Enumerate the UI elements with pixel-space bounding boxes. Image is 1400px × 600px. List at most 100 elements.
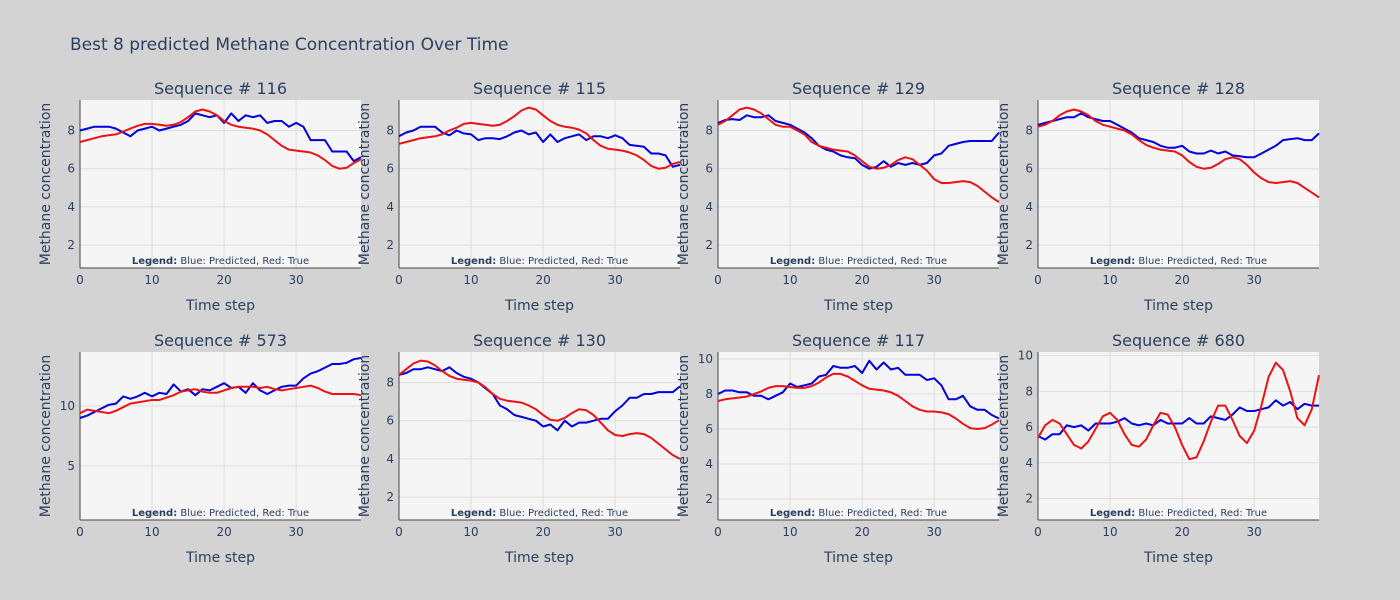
x-tick-label: 0: [714, 273, 722, 287]
y-tick-label: 8: [386, 376, 394, 390]
y-tick-label: 2: [705, 238, 713, 252]
plot-area: [718, 100, 999, 268]
x-tick-label: 10: [463, 525, 478, 539]
x-tick-label: 30: [608, 273, 623, 287]
series-line-true: [398, 359, 681, 460]
y-tick-label: 8: [1025, 124, 1033, 138]
x-axis-title: Time step: [185, 550, 255, 566]
x-tick-label: 10: [782, 273, 797, 287]
x-tick-label: 10: [144, 273, 159, 287]
x-tick-label: 20: [854, 273, 869, 287]
y-axis-title: Methane concentration: [357, 103, 373, 266]
x-axis-title: Time step: [1143, 298, 1213, 314]
x-tick-label: 30: [1247, 525, 1262, 539]
x-tick-label: 30: [608, 525, 623, 539]
x-axis-title: Time step: [185, 298, 255, 314]
series-line-predicted: [717, 359, 1000, 420]
x-axis-title: Time step: [504, 550, 574, 566]
x-tick-label: 10: [782, 525, 797, 539]
series-line-true: [1037, 361, 1320, 461]
x-tick-label: 20: [1174, 273, 1189, 287]
x-tick-label: 0: [76, 525, 84, 539]
subplot-title: Sequence # 573: [154, 331, 287, 350]
x-tick-label: 0: [1034, 525, 1042, 539]
series-line-true: [79, 108, 362, 170]
subplot-title: Sequence # 128: [1112, 79, 1245, 98]
subplot-title: Sequence # 680: [1112, 331, 1245, 350]
y-tick-label: 5: [67, 459, 75, 473]
legend-annotation-bold: Legend:: [132, 508, 177, 519]
subplot-title: Sequence # 130: [473, 331, 606, 350]
y-tick-label: 10: [60, 399, 75, 413]
x-tick-label: 20: [535, 273, 550, 287]
y-tick-label: 6: [705, 162, 713, 176]
y-axis-title: Methane concentration: [38, 103, 54, 266]
y-tick-label: 8: [1025, 384, 1033, 398]
series-line-true: [398, 106, 681, 170]
subplot-3: 0 10 20 30 2 4 6 8 Sequence # 129 Time step Methan…: [676, 79, 1000, 314]
legend-annotation-bold: Legend:: [1090, 508, 1135, 519]
y-tick-label: 4: [386, 452, 394, 466]
subplot-title: Sequence # 116: [154, 79, 287, 98]
legend-annotation-text: Blue: Predicted, Red: True: [1135, 508, 1267, 519]
legend-annotation-text: Blue: Predicted, Red: True: [496, 508, 628, 519]
legend-annotation-bold: Legend:: [132, 256, 177, 267]
y-tick-label: 2: [67, 238, 75, 252]
y-axis-title: Methane concentration: [38, 355, 54, 518]
x-tick-label: 20: [535, 525, 550, 539]
subplot-title: Sequence # 115: [473, 79, 606, 98]
plot-area: [1038, 100, 1319, 268]
legend-annotation-bold: Legend:: [451, 256, 496, 267]
x-axis-title: Time step: [1143, 550, 1213, 566]
y-axis-title: Methane concentration: [676, 103, 692, 266]
legend-annotation: Legend: Blue: Predicted, Red: True: [770, 508, 947, 519]
x-tick-label: 30: [927, 273, 942, 287]
x-axis-title: Time step: [823, 550, 893, 566]
x-tick-label: 20: [854, 525, 869, 539]
y-tick-label: 4: [705, 457, 713, 471]
y-tick-label: 6: [1025, 162, 1033, 176]
y-tick-label: 4: [386, 200, 394, 214]
subplot-title: Sequence # 117: [792, 331, 925, 350]
legend-annotation-bold: Legend:: [770, 508, 815, 519]
legend-annotation-text: Blue: Predicted, Red: True: [815, 508, 947, 519]
subplot-title: Sequence # 129: [792, 79, 925, 98]
y-tick-label: 6: [67, 162, 75, 176]
x-tick-label: 20: [1174, 525, 1189, 539]
legend-annotation-text: Blue: Predicted, Red: True: [496, 256, 628, 267]
x-tick-label: 10: [1102, 273, 1117, 287]
figure-title: Best 8 predicted Methane Concentration O…: [70, 35, 509, 55]
x-tick-label: 30: [289, 525, 304, 539]
plot-area: [80, 352, 361, 520]
y-tick-label: 4: [67, 200, 75, 214]
plot-area: [399, 352, 680, 520]
y-axis-title: Methane concentration: [676, 355, 692, 518]
y-tick-label: 8: [705, 387, 713, 401]
x-tick-label: 10: [144, 525, 159, 539]
x-tick-label: 30: [289, 273, 304, 287]
series-line-predicted: [1037, 399, 1319, 441]
x-tick-label: 0: [714, 525, 722, 539]
legend-annotation: Legend: Blue: Predicted, Red: True: [451, 256, 628, 267]
x-tick-label: 10: [463, 273, 478, 287]
y-axis-title: Methane concentration: [996, 103, 1012, 266]
series-line-predicted: [79, 357, 362, 419]
legend-annotation-text: Blue: Predicted, Red: True: [177, 256, 309, 267]
x-tick-label: 20: [216, 525, 231, 539]
subplot-2: 0 10 20 30 2 4 6 8 Sequence # 115 Time step Methan…: [357, 79, 681, 314]
series-line-predicted: [398, 125, 681, 168]
series-line-true: [717, 106, 1000, 203]
x-tick-label: 30: [927, 525, 942, 539]
subplot-6: 0 10 20 30 2 4 6 8 Sequence # 130 Time step Methan…: [357, 331, 681, 566]
y-tick-label: 4: [1025, 200, 1033, 214]
y-tick-label: 2: [1025, 492, 1033, 506]
y-tick-label: 2: [386, 490, 394, 504]
plot-area: [718, 352, 999, 520]
y-tick-label: 8: [705, 124, 713, 138]
x-tick-label: 0: [76, 273, 84, 287]
legend-annotation-text: Blue: Predicted, Red: True: [177, 508, 309, 519]
subplot-7: 0 10 20 30 2 4 6 8 10 Sequence # 117 Time step Meth…: [676, 331, 1000, 566]
legend-annotation: Legend: Blue: Predicted, Red: True: [1090, 508, 1267, 519]
y-tick-label: 6: [386, 414, 394, 428]
